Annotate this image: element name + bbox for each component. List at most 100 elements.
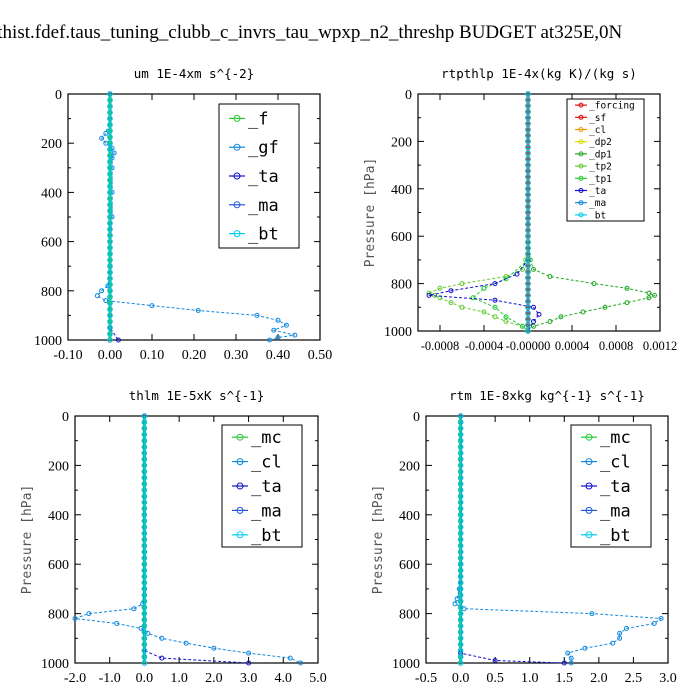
series-marker [211, 645, 217, 651]
legend-entry: _f [248, 109, 268, 129]
series-marker [114, 621, 120, 626]
series-marker [107, 109, 113, 116]
x-tick-label: -2.0 [64, 671, 86, 686]
y-tick-label: 800 [41, 285, 62, 300]
legend-marker [585, 482, 593, 490]
legend-marker [236, 458, 244, 466]
series-marker [617, 635, 623, 641]
series-marker [107, 97, 113, 103]
y-tick-label: 200 [391, 135, 412, 150]
legend-entry: _ta [589, 186, 606, 197]
series-marker [86, 611, 92, 617]
series-marker [107, 325, 113, 331]
series-marker [525, 186, 531, 192]
series-marker [610, 640, 616, 646]
legend-entry: _cl [600, 453, 631, 473]
y-tick-label: 400 [399, 509, 420, 524]
legend-marker [233, 230, 241, 238]
legend-entry: _ta [251, 477, 282, 497]
series-marker [457, 512, 464, 518]
legend-marker [578, 102, 584, 108]
legend-entry: _bt [600, 526, 631, 546]
series-marker [141, 592, 148, 598]
series-marker [457, 468, 464, 475]
legend-entry: _cl [251, 453, 282, 473]
y-tick-label: 600 [48, 558, 69, 573]
series-marker [107, 251, 113, 257]
legend-marker [233, 143, 241, 151]
legend-entry: _ta [248, 167, 279, 187]
series-marker [107, 269, 113, 276]
series-marker [525, 233, 531, 239]
series-marker [457, 413, 464, 419]
x-tick-label: 4.0 [275, 671, 293, 686]
series-marker [99, 288, 105, 294]
series-marker [141, 413, 148, 419]
x-tick-label: 1.0 [521, 671, 539, 686]
series-marker [457, 580, 464, 586]
series-marker [646, 295, 652, 301]
series-marker [107, 195, 113, 202]
series-marker [624, 300, 630, 306]
series-line-cl [74, 416, 301, 664]
series-marker [525, 322, 531, 328]
chart-panel-2: rtpthlp 1E-4x(kg K)/(kg s) Pressure [hPa]… [363, 66, 677, 353]
series-marker [457, 629, 464, 635]
series-marker [457, 586, 464, 592]
series-marker [525, 257, 531, 263]
series-marker [457, 462, 464, 469]
legend-marker [578, 163, 584, 169]
legend-marker [578, 175, 584, 181]
x-tick-label: -0.0004 [465, 339, 504, 353]
series-marker [531, 319, 536, 324]
series-marker [103, 298, 109, 304]
legend-marker [578, 151, 584, 157]
series-marker [287, 655, 293, 661]
x-tick-label: 2.0 [590, 671, 608, 686]
series-marker [426, 292, 432, 298]
series-marker [107, 238, 113, 245]
legend-entry: _tp2 [589, 162, 612, 173]
series-marker [525, 298, 531, 305]
series-marker [141, 561, 148, 567]
series-marker [525, 251, 531, 257]
series-marker [457, 536, 464, 543]
y-tick-label: 200 [399, 459, 420, 474]
series-marker [525, 215, 531, 222]
series-marker [457, 567, 464, 574]
legend-marker [585, 433, 593, 441]
x-tick-label: 0.10 [140, 348, 165, 363]
series-marker [448, 300, 454, 306]
series-marker [525, 239, 531, 245]
y-tick-label: 1000 [34, 334, 62, 349]
series-marker [525, 280, 531, 287]
y-tick-label: 200 [41, 137, 62, 152]
series-marker [503, 276, 509, 282]
series-marker [457, 518, 464, 524]
y-tick-label: 1000 [392, 657, 420, 672]
x-tick-label: 2.0 [205, 671, 223, 686]
legend-marker [236, 506, 244, 514]
series-marker [141, 450, 148, 456]
series-marker [141, 499, 148, 506]
series-marker [271, 327, 277, 333]
series-marker [457, 438, 464, 444]
series-marker [525, 286, 531, 293]
x-tick-label: 0.0 [452, 671, 470, 686]
series-marker [525, 227, 531, 234]
series-marker [457, 487, 464, 493]
series-marker [457, 598, 464, 604]
x-tick-label: 3.0 [240, 671, 258, 686]
series-marker [531, 266, 536, 272]
series-marker [107, 245, 113, 251]
series-marker [492, 658, 498, 663]
series-marker [547, 274, 553, 279]
series-marker [525, 162, 531, 168]
panel-title: um 1E-4xm s^{-2} [134, 66, 254, 81]
series-marker [457, 561, 464, 567]
chart-panel-4: rtm 1E-8xkg kg^{-1} s^{-1} Pressure [hPa]… [371, 388, 677, 686]
series-marker [107, 220, 113, 226]
panel-title: rtm 1E-8xkg kg^{-1} s^{-1} [449, 388, 645, 403]
